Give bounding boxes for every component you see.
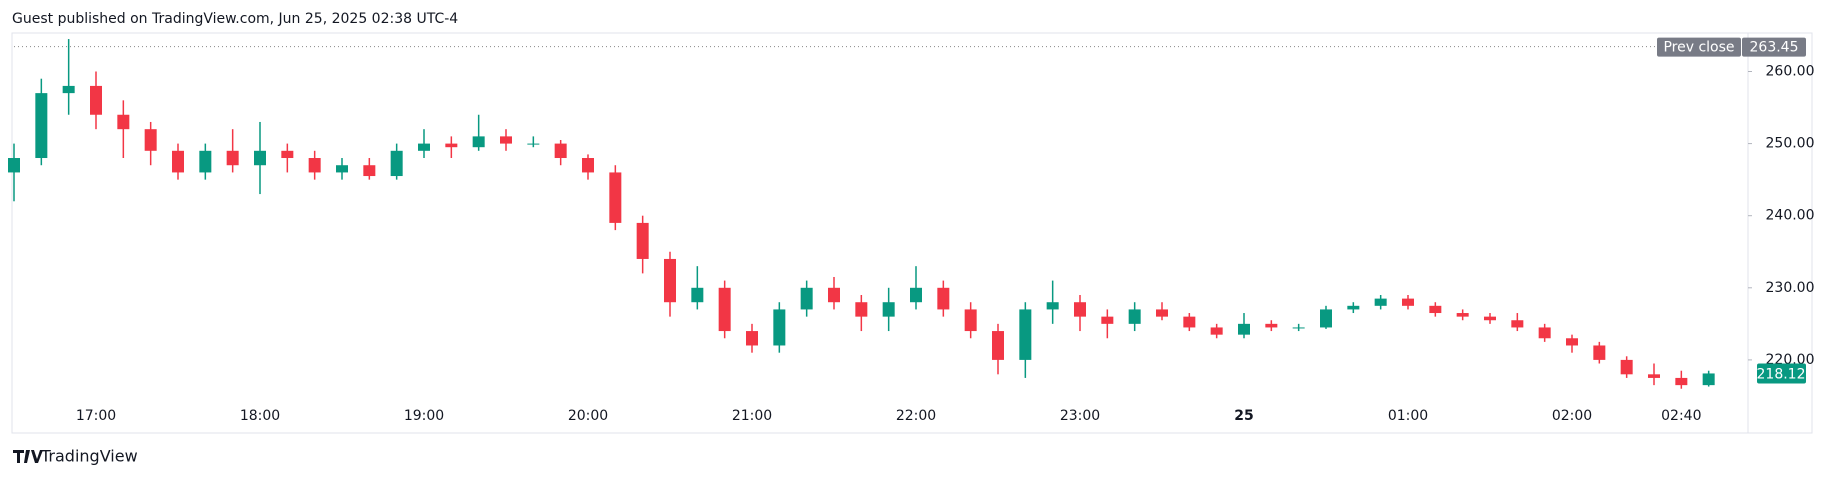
candle-body — [1702, 373, 1715, 386]
x-tick-label: 20:00 — [568, 408, 608, 424]
candle-body — [472, 136, 485, 148]
candle-body — [1046, 302, 1059, 310]
candle-body — [281, 150, 294, 159]
candle-body — [390, 150, 403, 177]
candle-body — [1456, 313, 1469, 317]
logo — [13, 450, 43, 463]
x-tick-label: 23:00 — [1060, 408, 1100, 424]
candle-body — [691, 287, 704, 303]
candle-body — [90, 85, 102, 115]
candle-body — [500, 136, 512, 144]
candle-body — [308, 158, 321, 173]
candle-body — [144, 129, 157, 151]
candle-body — [1292, 327, 1305, 329]
y-tick-label: 230.00 — [1766, 280, 1815, 296]
candle-body — [1511, 320, 1524, 328]
x-tick-label: 17:00 — [76, 408, 116, 424]
candle-body — [172, 150, 184, 173]
candle-body — [1156, 309, 1168, 317]
brand: TradingView — [40, 447, 138, 466]
candle-body — [636, 222, 649, 259]
candle-body — [1320, 309, 1332, 328]
candle-body — [992, 331, 1004, 360]
candle-body — [746, 331, 758, 346]
candle-body — [1183, 316, 1196, 328]
candle-body — [363, 165, 376, 177]
prev-close-badge — [1657, 37, 1741, 57]
candle-body — [35, 93, 48, 159]
candle-body — [1402, 298, 1414, 306]
last-price-badge — [1757, 363, 1806, 384]
candle-body — [1019, 309, 1032, 360]
candle-body — [226, 150, 239, 166]
candle-body — [1566, 338, 1578, 346]
candle-body — [445, 143, 458, 148]
candle-body — [1074, 302, 1086, 317]
x-tick-label: 18:00 — [240, 408, 280, 424]
y-tick-label: 250.00 — [1766, 136, 1815, 152]
candle-body — [1101, 316, 1114, 324]
candle-body — [937, 287, 950, 310]
candle-body — [882, 302, 895, 317]
header: Guest published on TradingView.com, Jun … — [12, 11, 458, 27]
candle-body — [1265, 323, 1278, 328]
candle-body — [554, 143, 567, 159]
candle-body — [609, 172, 622, 223]
candle-body — [1538, 327, 1551, 339]
candle-body — [62, 85, 75, 94]
candle-body — [1374, 298, 1387, 306]
candle-body — [1648, 374, 1660, 378]
candle-body — [418, 143, 430, 151]
prev-close-label: Prev close — [1663, 40, 1734, 56]
candle-body — [910, 287, 922, 303]
x-tick-label: 22:00 — [896, 408, 936, 424]
candle-body — [1620, 359, 1633, 375]
candle-body — [855, 302, 868, 317]
candle-body — [1210, 327, 1223, 335]
candle-body — [828, 287, 840, 303]
x-tick-label: 19:00 — [404, 408, 444, 424]
candle-body — [800, 287, 813, 310]
x-tick-label: 21:00 — [732, 408, 772, 424]
candle-body — [1347, 305, 1360, 310]
chart-frame — [11, 32, 1813, 434]
candle-body — [664, 258, 676, 303]
y-tick-label: 260.00 — [1766, 63, 1815, 79]
candle-body — [527, 143, 540, 145]
candle-body — [1429, 305, 1442, 314]
x-tick-label: 02:00 — [1552, 408, 1592, 424]
last-price-label: 218.12 — [1757, 366, 1806, 382]
candle-body — [1484, 316, 1496, 321]
prev-close-value: 263.45 — [1750, 40, 1799, 56]
prev-close-value-badge — [1742, 37, 1806, 57]
candle-body — [1238, 323, 1250, 335]
x-tick-label: 25 — [1234, 408, 1253, 424]
candle-body — [199, 150, 212, 173]
candle-body — [964, 309, 977, 332]
candle-body — [117, 114, 130, 130]
x-tick-label: 01:00 — [1388, 408, 1428, 424]
candle-body — [582, 158, 594, 173]
candle-body — [8, 158, 20, 173]
x-tick-label: 02:40 — [1661, 408, 1701, 424]
candle-body — [1128, 309, 1141, 324]
candle-body — [254, 150, 266, 166]
candle-body — [336, 165, 348, 173]
candle-body — [718, 287, 731, 332]
candle-body — [773, 309, 786, 346]
candle-body — [1593, 345, 1606, 360]
candle-body — [1675, 377, 1688, 386]
y-tick-label: 240.00 — [1766, 208, 1815, 224]
